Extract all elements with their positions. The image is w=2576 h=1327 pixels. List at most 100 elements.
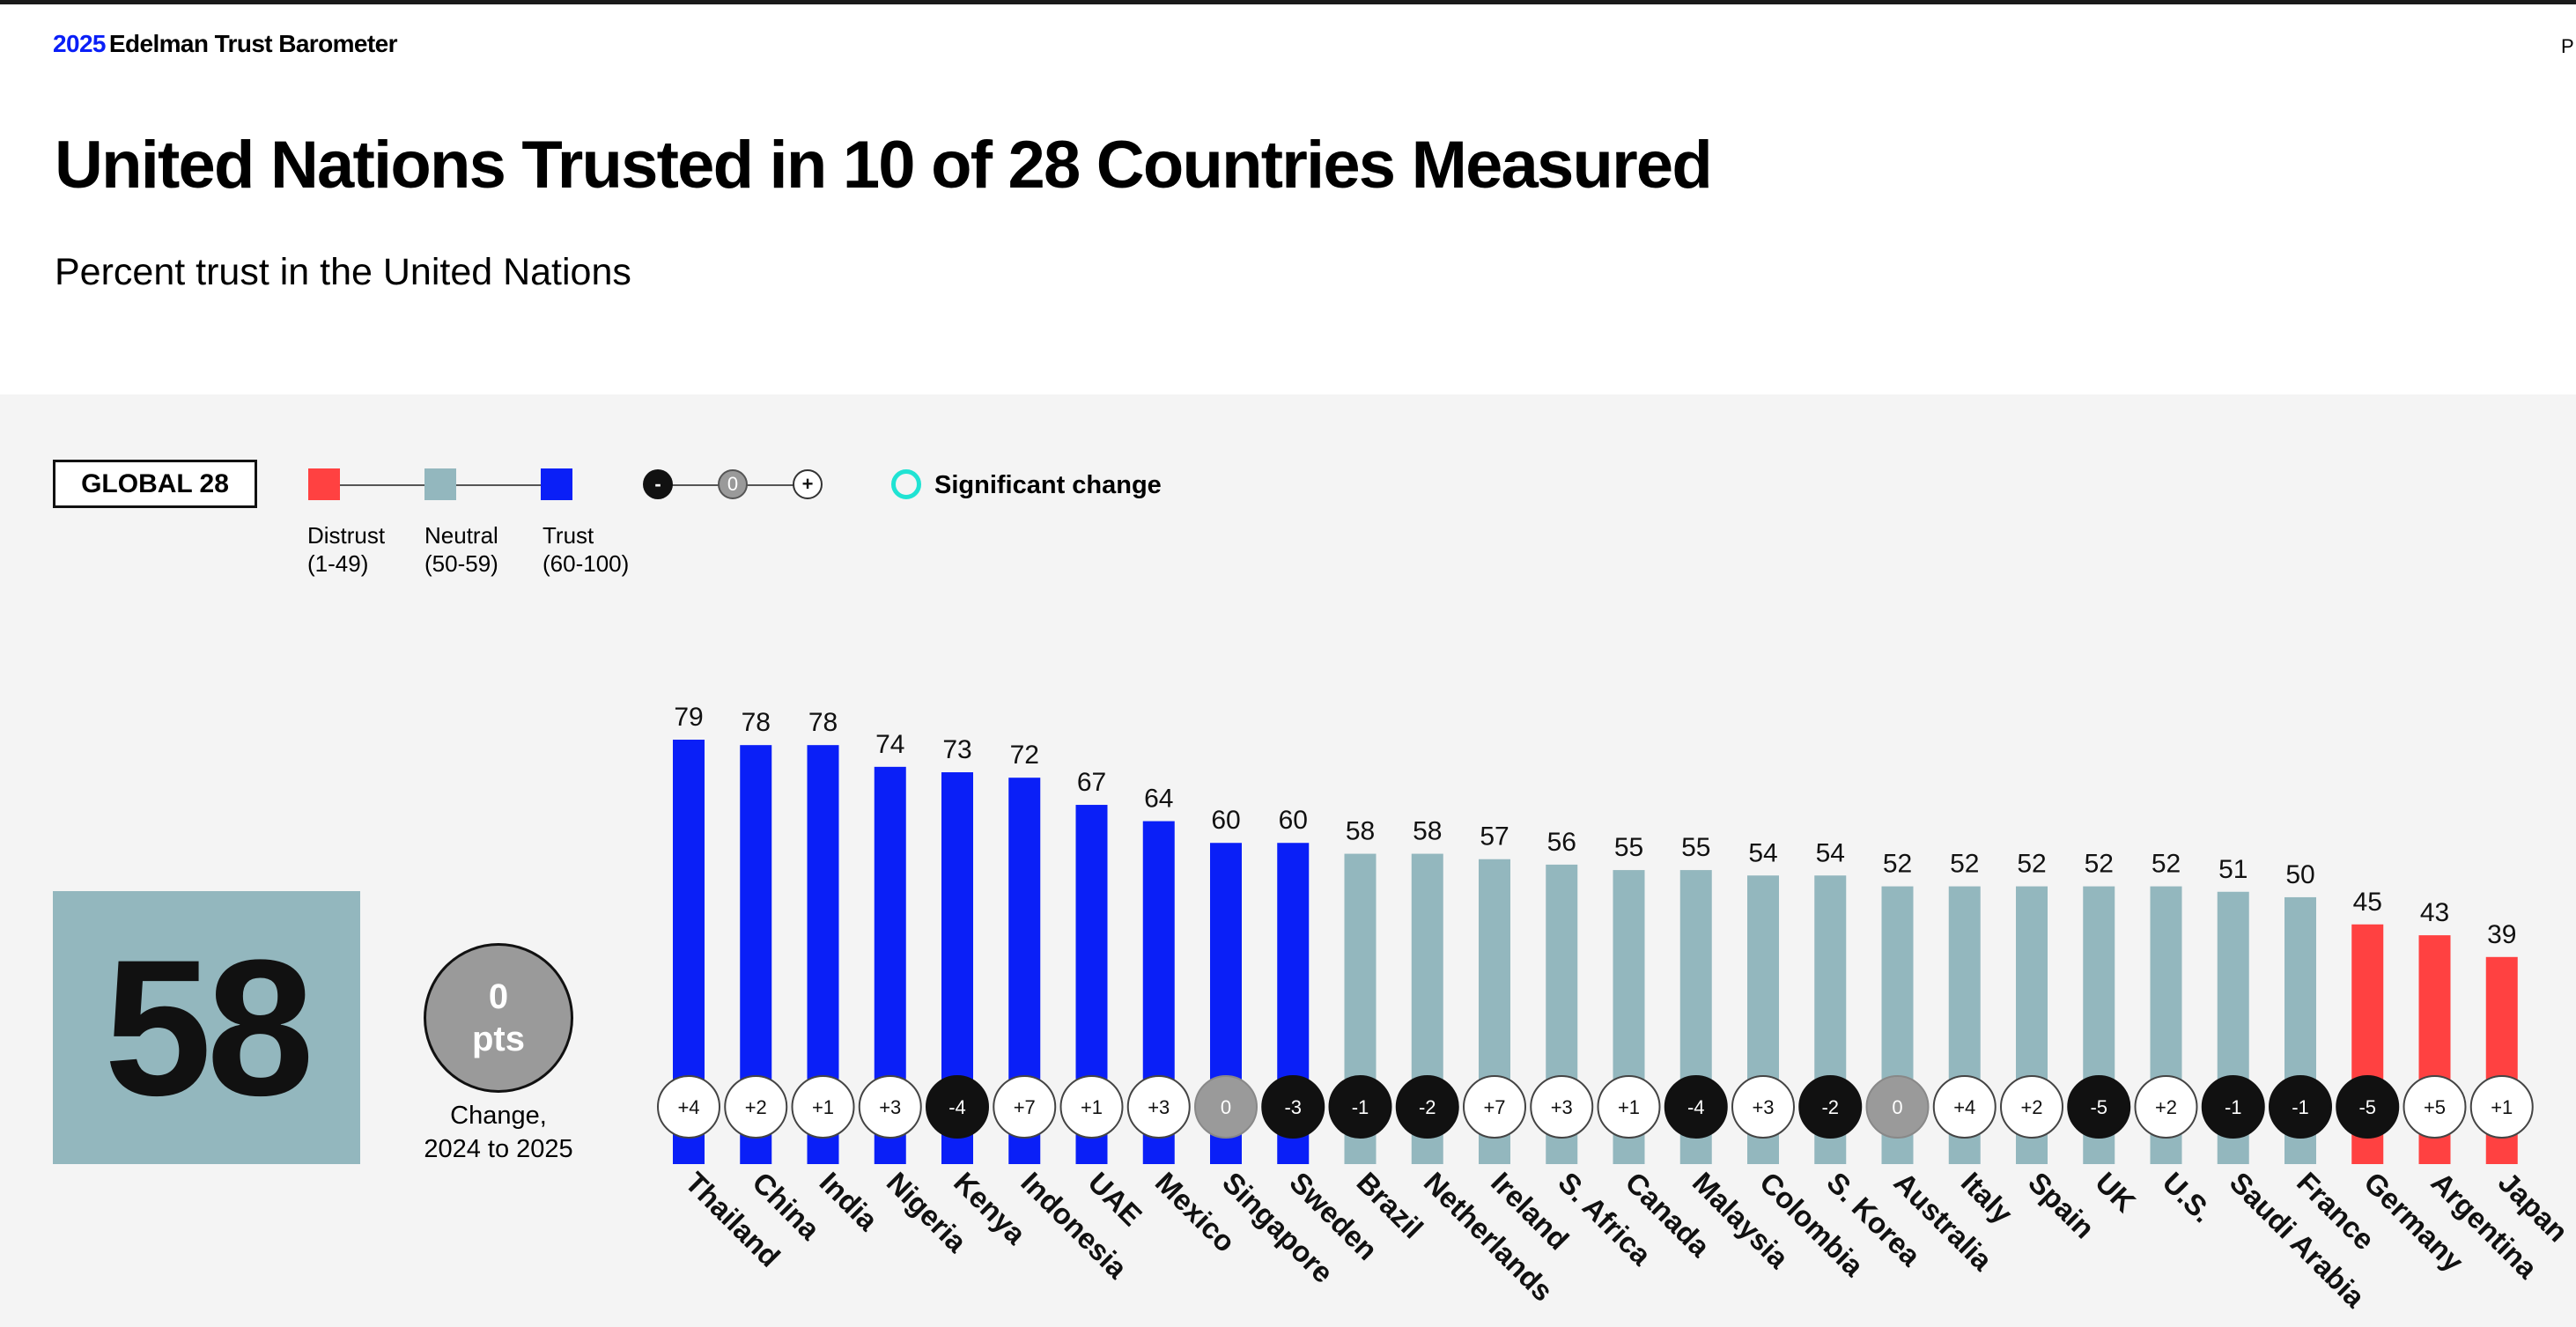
change-circle <box>2336 1075 2400 1139</box>
legend-label-trust: Trust (60-100) <box>543 521 629 578</box>
value-label: 52 <box>2152 850 2181 879</box>
change-circle <box>657 1075 720 1139</box>
legend-trust-name: Trust <box>543 522 594 549</box>
value-label: 72 <box>1010 741 1039 770</box>
change-circle <box>2469 1075 2534 1139</box>
value-label: 67 <box>1077 768 1106 797</box>
value-label: 79 <box>674 703 703 732</box>
value-label: 50 <box>2285 860 2314 889</box>
change-label: +1 <box>812 1096 834 1118</box>
change-circle <box>1328 1075 1392 1139</box>
global-change-unit: pts <box>472 1020 525 1058</box>
category-label: UK <box>2089 1166 2142 1219</box>
global-score-box: 58 <box>53 891 360 1164</box>
value-label: 54 <box>1816 838 1845 867</box>
change-label: +1 <box>1618 1096 1640 1118</box>
zero-icon: 0 <box>718 469 748 499</box>
change-circle <box>724 1075 788 1139</box>
value-label: 52 <box>2085 850 2114 879</box>
page-title: United Nations Trusted in 10 of 28 Count… <box>55 128 1713 203</box>
change-circle <box>2269 1075 2332 1139</box>
change-caption-line2: 2024 to 2025 <box>424 1135 573 1163</box>
change-label: 0 <box>1892 1096 1902 1118</box>
value-label: 78 <box>742 708 771 737</box>
change-circle <box>1530 1075 1594 1139</box>
change-caption-line1: Change, <box>450 1102 547 1130</box>
change-label: 0 <box>1221 1096 1231 1118</box>
change-circle <box>2067 1075 2131 1139</box>
legend-neutral-name: Neutral <box>424 522 498 549</box>
change-circle <box>1463 1075 1526 1139</box>
change-circle <box>1932 1075 1997 1139</box>
page-subtitle: Percent trust in the United Nations <box>55 251 631 293</box>
change-label: -4 <box>1687 1096 1705 1118</box>
category-label: U.S. <box>2157 1166 2220 1229</box>
change-label: +2 <box>2155 1096 2177 1118</box>
legend-neutral-range: (50-59) <box>424 550 498 577</box>
change-circle <box>858 1075 922 1139</box>
change-circle <box>2134 1075 2198 1139</box>
legend-trust-range: (60-100) <box>543 550 630 577</box>
change-label: +2 <box>2020 1096 2042 1118</box>
change-label: +1 <box>2491 1096 2513 1118</box>
change-circle <box>1059 1075 1124 1139</box>
significant-change-label: Significant change <box>934 471 1162 499</box>
change-label: +3 <box>879 1096 901 1118</box>
value-label: 51 <box>2218 855 2248 884</box>
change-label: +3 <box>1148 1096 1170 1118</box>
plus-icon: + <box>793 469 823 499</box>
change-label: +3 <box>1551 1096 1573 1118</box>
value-label: 78 <box>808 708 838 737</box>
page-marker: P <box>2561 35 2574 57</box>
value-label: 52 <box>1950 850 1979 879</box>
value-label: 73 <box>942 735 971 764</box>
change-label: -5 <box>2090 1096 2107 1118</box>
change-label: -5 <box>2358 1096 2376 1118</box>
change-label: -1 <box>2292 1096 2309 1118</box>
significant-change-icon <box>891 469 921 499</box>
value-label: 54 <box>1748 838 1777 867</box>
value-label: 45 <box>2353 888 2382 917</box>
change-circle <box>926 1075 989 1139</box>
change-label: +5 <box>2424 1096 2446 1118</box>
value-label: 39 <box>2487 920 2516 949</box>
global-label-box: GLOBAL 28 <box>53 460 257 508</box>
top-rule <box>0 0 2576 4</box>
value-label: 55 <box>1614 833 1643 862</box>
change-label: +3 <box>1752 1096 1774 1118</box>
legend-swatch-neutral <box>424 468 456 500</box>
change-label: +1 <box>1081 1096 1103 1118</box>
legend-distrust-name: Distrust <box>307 522 386 549</box>
minus-icon: - <box>643 469 673 499</box>
change-label: +2 <box>745 1096 767 1118</box>
change-label: -1 <box>2225 1096 2242 1118</box>
change-label: -1 <box>1352 1096 1369 1118</box>
value-label: 74 <box>875 730 904 759</box>
value-label: 64 <box>1144 785 1173 814</box>
brand-logo: 2025 Edelman Trust Barometer <box>53 30 397 58</box>
change-circle <box>1664 1075 1728 1139</box>
value-label: 43 <box>2420 898 2449 927</box>
change-circle <box>791 1075 855 1139</box>
value-label: 57 <box>1480 822 1509 851</box>
change-label: +4 <box>1953 1096 1975 1118</box>
global-change-circle: 0 pts <box>424 943 573 1093</box>
value-label: 52 <box>1883 850 1912 879</box>
legend-label-neutral: Neutral (50-59) <box>424 521 498 578</box>
change-label: +7 <box>1483 1096 1505 1118</box>
change-circle <box>1597 1075 1661 1139</box>
change-circle <box>1798 1075 1863 1139</box>
change-circle <box>1261 1075 1325 1139</box>
change-circle <box>2403 1075 2467 1139</box>
change-circle <box>1731 1075 1795 1139</box>
change-circle <box>1194 1075 1258 1139</box>
change-label: -3 <box>1284 1096 1302 1118</box>
legend-swatch-trust <box>541 468 572 500</box>
category-label: Spain <box>2022 1166 2101 1245</box>
change-label: +4 <box>677 1096 699 1118</box>
value-label: 60 <box>1279 806 1308 835</box>
global-change-value: 0 <box>488 977 509 1016</box>
change-circle <box>2000 1075 2063 1139</box>
legend-swatch-distrust <box>308 468 340 500</box>
